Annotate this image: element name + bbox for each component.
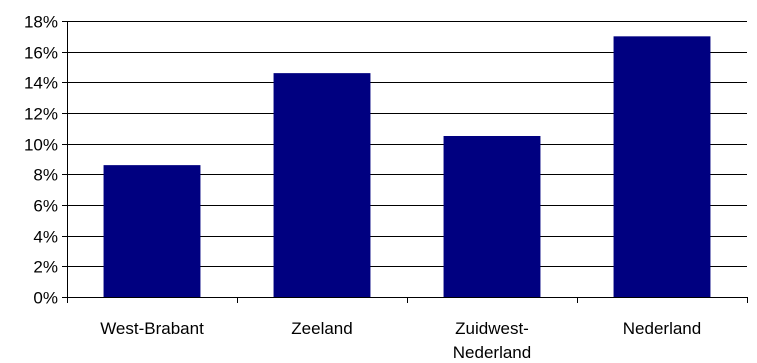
y-tick-label: 14% [24, 74, 58, 93]
x-category-label-line: Nederland [623, 319, 701, 338]
bar-zuidwest-nederland [443, 136, 541, 297]
y-tick-label: 6% [33, 197, 58, 216]
y-tick-label: 12% [24, 105, 58, 124]
y-tick-label: 2% [33, 258, 58, 277]
x-category-label: Zuidwest- Nederland [453, 319, 531, 362]
x-category-label: West-Brabant [100, 319, 204, 338]
axes [62, 21, 748, 303]
x-category-label: Zeeland [291, 319, 352, 338]
bar-zeeland [273, 73, 371, 297]
x-category-labels: West-Brabant Zeeland Zuidwest- Nederland Ned… [100, 319, 701, 362]
y-tick-label: 4% [33, 228, 58, 247]
y-tick-label: 0% [33, 289, 58, 308]
y-tick-label: 10% [24, 136, 58, 155]
bar-west-brabant [103, 165, 201, 297]
y-tick-labels: 0% 2% 4% 6% 8% 10% 12% 14% 16% 18% [24, 13, 58, 308]
y-tick-label: 18% [24, 13, 58, 32]
y-tick-label: 8% [33, 166, 58, 185]
x-category-label-line: Zeeland [291, 319, 352, 338]
x-category-label-line: Nederland [453, 343, 531, 362]
x-category-label-line: Zuidwest- [455, 319, 529, 338]
x-category-label-line: West-Brabant [100, 319, 204, 338]
bars [103, 36, 711, 297]
x-category-label: Nederland [623, 319, 701, 338]
y-tick-label: 16% [24, 44, 58, 63]
bar-nederland [613, 36, 711, 297]
